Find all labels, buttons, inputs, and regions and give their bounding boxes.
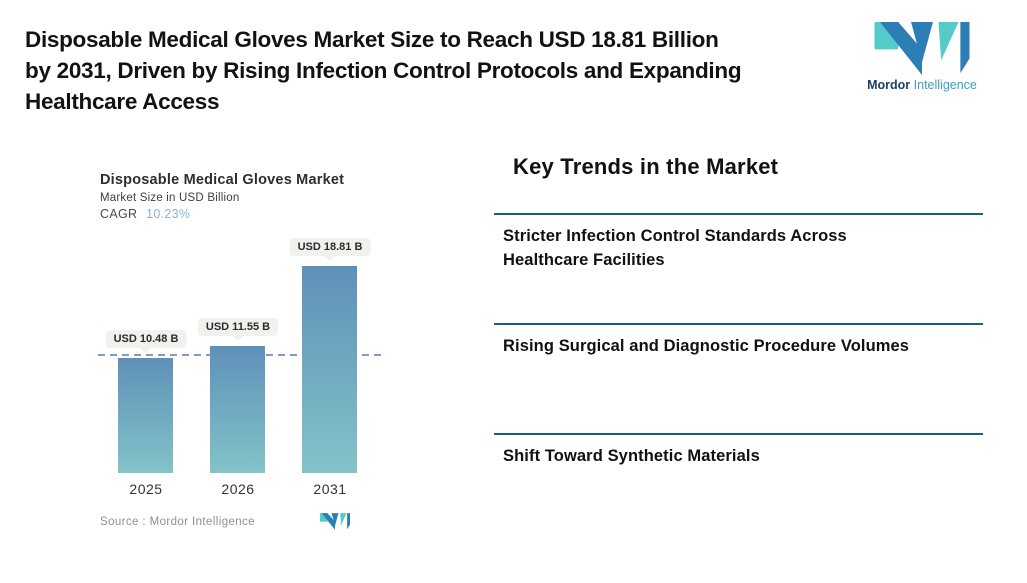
source-row: Source : Mordor Intelligence xyxy=(100,513,350,530)
page-title-line: Healthcare Access xyxy=(25,89,220,114)
bar-column: USD 10.48 B xyxy=(100,227,192,473)
chart-title: Disposable Medical Gloves Market xyxy=(100,172,345,188)
callout-pointer-icon xyxy=(140,348,152,353)
page-title-line: Disposable Medical Gloves Market Size to… xyxy=(25,27,719,52)
value-callout: USD 10.48 B xyxy=(105,330,187,353)
chart-subtitle: Market Size in USD Billion xyxy=(100,192,240,204)
bar-column: USD 11.55 B xyxy=(192,227,284,473)
callout-pointer-icon xyxy=(324,256,336,261)
value-callout: USD 18.81 B xyxy=(289,238,371,261)
value-callout: USD 11.55 B xyxy=(197,318,279,341)
cagr-label: CAGR xyxy=(100,207,138,221)
bar-2031 xyxy=(302,266,357,473)
trend-item-text: Stricter Infection Control Standards Acr… xyxy=(503,227,847,269)
bar-2026 xyxy=(210,346,265,473)
trend-item-text: Rising Surgical and Diagnostic Procedure… xyxy=(503,337,910,355)
brand-logo: Mordor Intelligence xyxy=(860,22,984,92)
x-axis-label-2025: 2025 xyxy=(129,481,163,497)
source-attribution: Source : Mordor Intelligence xyxy=(100,515,256,528)
callout-pointer-icon xyxy=(231,336,244,341)
key-trends-panel: Key Trends in the Market Stricter Infect… xyxy=(494,146,983,465)
trend-item: Stricter Infection Control Standards Acr… xyxy=(494,213,983,272)
cagr-value: 10.23% xyxy=(146,207,191,221)
x-axis-label-2026: 2026 xyxy=(221,481,255,497)
cagr-row: CAGR 10.23% xyxy=(100,207,392,221)
page-title: Disposable Medical Gloves Market Size to… xyxy=(25,24,840,117)
market-chart-panel: Disposable Medical Gloves Market Market … xyxy=(98,172,392,530)
x-axis-label-2031: 2031 xyxy=(313,481,347,497)
mordor-intelligence-logo-icon xyxy=(874,22,970,75)
brand-name-primary: Mordor xyxy=(867,78,911,92)
brand-name-secondary: Intelligence xyxy=(913,78,977,92)
key-trends-heading: Key Trends in the Market xyxy=(513,154,779,179)
trend-item: Shift Toward Synthetic Materials xyxy=(494,433,983,468)
bar-2025 xyxy=(118,358,173,473)
x-axis-labels: 2025 2026 2031 xyxy=(100,481,376,499)
mordor-intelligence-mini-logo-icon xyxy=(320,513,350,530)
trend-item-text: Shift Toward Synthetic Materials xyxy=(503,447,760,465)
brand-wordmark: Mordor Intelligence xyxy=(860,78,984,92)
page-title-line: by 2031, Driven by Rising Infection Cont… xyxy=(25,58,742,83)
bar-plot: USD 10.48 B USD 11.55 B USD 18.81 B xyxy=(98,227,386,473)
trend-item: Rising Surgical and Diagnostic Procedure… xyxy=(494,323,983,358)
bar-column: USD 18.81 B xyxy=(284,227,376,473)
